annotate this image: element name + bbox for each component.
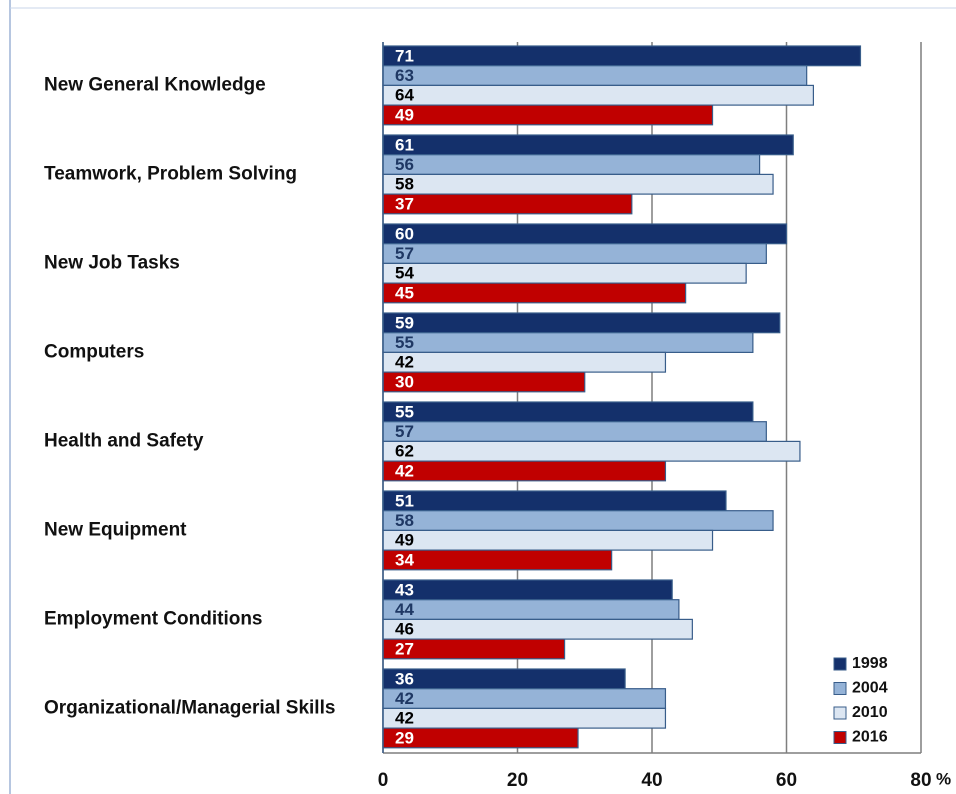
value-label: 34 [395, 550, 414, 569]
legend-swatch [833, 657, 847, 671]
value-label: 27 [395, 639, 414, 658]
value-label: 42 [395, 461, 414, 480]
bar [382, 421, 767, 443]
category-label: New Equipment [44, 519, 187, 540]
bar [382, 440, 801, 462]
bar [382, 618, 693, 640]
x-tick-label: 40 [641, 770, 662, 791]
value-label: 62 [395, 442, 414, 461]
bar [382, 688, 667, 710]
value-label: 57 [395, 422, 414, 441]
bar [382, 312, 781, 334]
category-label: Teamwork, Problem Solving [44, 163, 297, 184]
category-label: New General Knowledge [44, 74, 266, 95]
value-label: 49 [395, 105, 414, 124]
value-label: 44 [395, 600, 414, 619]
bar [382, 579, 673, 601]
value-label: 60 [395, 224, 414, 243]
bar [382, 223, 788, 245]
value-label: 56 [395, 155, 414, 174]
bar [382, 104, 714, 126]
bar [382, 510, 774, 532]
bar [382, 193, 633, 215]
bar [382, 243, 767, 264]
value-label: 42 [395, 353, 414, 372]
bar [382, 490, 727, 512]
x-tick-label: 60 [776, 770, 797, 791]
value-label: 37 [395, 194, 414, 213]
bar [382, 351, 667, 373]
value-label: 42 [395, 689, 414, 708]
value-label: 58 [395, 511, 414, 530]
value-label: 58 [395, 175, 414, 194]
bar [382, 154, 761, 175]
value-label: 45 [395, 283, 414, 302]
bar [382, 599, 680, 621]
bar [382, 529, 714, 551]
value-label: 71 [395, 46, 414, 65]
value-label: 55 [395, 333, 414, 352]
legend-swatch [833, 731, 847, 744]
x-axis-label: % [936, 769, 951, 788]
bar [382, 134, 794, 156]
bar [382, 262, 747, 284]
bar [382, 332, 754, 354]
legend-label: 2004 [852, 680, 888, 697]
bar [382, 84, 814, 106]
value-label: 61 [395, 135, 414, 154]
value-label: 43 [395, 580, 414, 599]
value-label: 42 [395, 709, 414, 728]
x-tick-label: 80 [910, 770, 931, 791]
category-label: Organizational/Managerial Skills [44, 697, 335, 718]
legend-label: 2016 [852, 729, 888, 746]
bar [382, 549, 613, 571]
value-label: 36 [395, 669, 414, 688]
x-tick-label: 20 [507, 770, 528, 791]
legend-label: 1998 [852, 655, 888, 672]
bar [382, 65, 808, 86]
value-label: 46 [395, 620, 414, 639]
legend-swatch [833, 706, 847, 720]
value-label: 59 [395, 313, 414, 332]
category-label: Employment Conditions [44, 608, 263, 629]
bar [382, 401, 754, 423]
category-label: Health and Safety [44, 430, 204, 451]
value-label: 51 [395, 491, 414, 510]
value-label: 49 [395, 531, 414, 550]
value-label: 57 [395, 244, 414, 263]
value-label: 30 [395, 372, 414, 391]
bar [382, 45, 862, 67]
value-label: 64 [395, 86, 414, 105]
bar [382, 282, 687, 304]
category-label: New Job Tasks [44, 252, 180, 273]
bar [382, 173, 774, 195]
category-label: Computers [44, 341, 144, 362]
value-label: 55 [395, 402, 414, 421]
bar [382, 460, 667, 482]
legend-swatch [833, 682, 847, 695]
value-label: 29 [395, 728, 414, 747]
legend-label: 2010 [852, 704, 888, 721]
x-tick-label: 0 [378, 770, 389, 791]
value-label: 54 [395, 264, 414, 283]
bar [382, 668, 626, 690]
value-label: 63 [395, 66, 414, 85]
bar [382, 707, 667, 729]
